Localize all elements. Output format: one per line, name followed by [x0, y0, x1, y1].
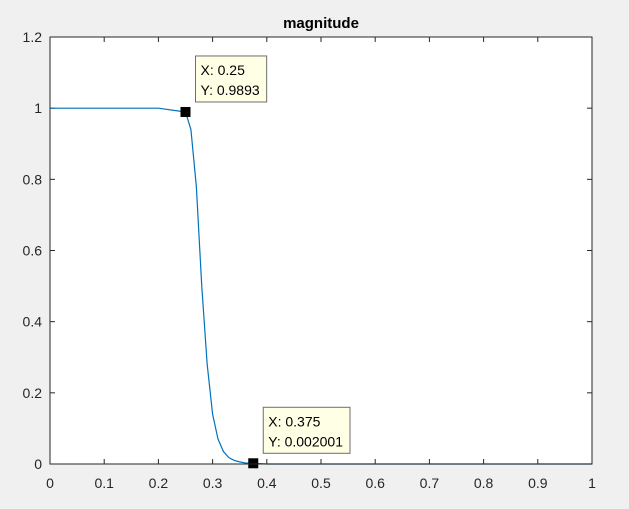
- x-tick-label: 0.3: [203, 475, 223, 491]
- x-tick-label: 0.2: [149, 475, 169, 491]
- y-tick-label: 0.6: [23, 243, 43, 259]
- x-tick-label: 0.8: [474, 475, 494, 491]
- x-tick-label: 0.5: [311, 475, 331, 491]
- datatip-y-label: Y: 0.002001: [268, 433, 343, 449]
- axes-box: [49, 36, 593, 465]
- y-tick-label: 0.4: [23, 314, 43, 330]
- datatip-x-label: X: 0.375: [268, 413, 320, 429]
- x-tick-label: 0: [46, 475, 54, 491]
- datatip-y-label: Y: 0.9893: [201, 82, 260, 98]
- x-tick-label: 0.1: [94, 475, 114, 491]
- x-tick-label: 1: [588, 475, 596, 491]
- datatip-marker[interactable]: [180, 106, 191, 117]
- plot-area: [50, 37, 592, 464]
- datatip-marker[interactable]: [248, 458, 259, 469]
- datatip-box[interactable]: [195, 55, 268, 103]
- axis-ticks: 0 0.1 0.2 0.3 0.4 0.5 0.6 0.7 0.8 0.9 1 0 0.2 0.4 0.6 0…: [23, 29, 597, 491]
- chart-title: magnitude: [283, 15, 359, 32]
- y-tick-label: 0: [34, 456, 42, 472]
- x-tick-label: 0.7: [420, 475, 440, 491]
- y-tick-label: 0.2: [23, 385, 43, 401]
- y-tick-label: 0.8: [23, 171, 43, 187]
- datatips-group: X: 0.25 Y: 0.9893 X: 0.375 Y: 0.002001: [180, 55, 351, 469]
- datatip-box[interactable]: [262, 406, 351, 454]
- datatip-x-label: X: 0.25: [201, 62, 246, 78]
- x-tick-label: 0.6: [365, 475, 385, 491]
- y-tick-label: 1.2: [23, 29, 43, 45]
- x-tick-label: 0.9: [528, 475, 548, 491]
- x-tick-label: 0.4: [257, 475, 277, 491]
- y-tick-label: 1: [34, 100, 42, 116]
